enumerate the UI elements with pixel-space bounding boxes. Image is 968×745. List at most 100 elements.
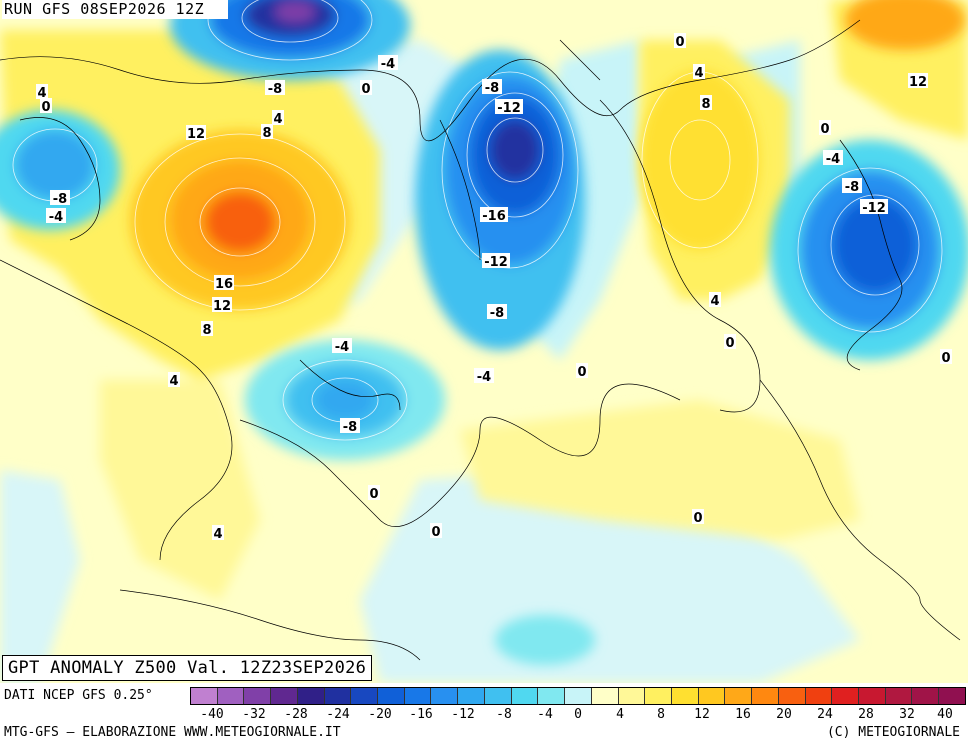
legend-swatch <box>912 688 940 704</box>
color-legend <box>190 687 966 705</box>
contour-label-bg <box>212 525 224 540</box>
legend-swatch <box>725 688 753 704</box>
contour-label: -12 <box>497 101 521 116</box>
contour-label: 4 <box>213 527 222 542</box>
contour-label: 12 <box>187 127 205 142</box>
credit: MTG-GFS — ELABORAZIONE WWW.METEOGIORNALE… <box>4 725 341 740</box>
contour-label-bg <box>340 418 360 433</box>
contour-label-bg <box>186 125 206 140</box>
contour-label-bg <box>261 124 273 139</box>
contour-label-bg <box>214 275 234 290</box>
contour-label: 0 <box>369 487 378 502</box>
contour-label-bg <box>265 80 285 95</box>
contour-label-bg <box>724 334 736 349</box>
contour-label-bg <box>692 509 704 524</box>
contour-label-bg <box>474 368 494 383</box>
contour-label: 0 <box>693 511 702 526</box>
contour-label-bg <box>908 73 928 88</box>
legend-tick-label: 32 <box>899 707 915 722</box>
legend-swatch <box>191 688 218 704</box>
contour-label-bg <box>576 363 588 378</box>
map-title: GPT ANOMALY Z500 Val. 12Z23SEP2026 <box>2 655 373 681</box>
contour-label: 0 <box>725 336 734 351</box>
legend-swatch <box>217 688 245 704</box>
contour-label-bg <box>40 98 52 113</box>
legend-swatch <box>752 688 779 704</box>
contour-label: 0 <box>675 35 684 50</box>
contour-label: 0 <box>820 122 829 137</box>
legend-swatch <box>431 688 459 704</box>
legend-swatch <box>458 688 485 704</box>
contour-label: 0 <box>41 100 50 115</box>
contour-label-bg <box>823 150 843 165</box>
legend-swatch <box>671 688 699 704</box>
contour-label-bg <box>50 190 70 205</box>
legend-swatch <box>565 688 592 704</box>
contour-label-bg <box>212 297 232 312</box>
contour-label-bg <box>819 120 831 135</box>
legend-tick-label: 16 <box>735 707 751 722</box>
legend-tick-label: -40 <box>200 707 224 722</box>
contour-label-bg <box>36 84 48 99</box>
contour-label: -16 <box>482 209 506 224</box>
contour-labels: 40-8-412 84-8 0-4-8-12-16-12-8048120-4-8-1… <box>36 33 952 542</box>
contour-label: 4 <box>273 112 282 127</box>
legend-swatch <box>591 688 619 704</box>
legend-tick-label: 28 <box>858 707 874 722</box>
contour-label-bg <box>430 523 442 538</box>
data-source: DATI NCEP GFS 0.25° <box>4 688 153 703</box>
contour-label: 0 <box>577 365 586 380</box>
contour-label: -8 <box>490 306 504 321</box>
legend-swatch <box>832 688 859 704</box>
contour-label-bg <box>709 292 721 307</box>
legend-swatch <box>939 688 965 704</box>
coastlines <box>0 19 961 661</box>
legend-swatch <box>511 688 539 704</box>
contour-label: 8 <box>262 126 271 141</box>
legend-swatch <box>244 688 272 704</box>
legend-tick-label: 20 <box>776 707 792 722</box>
contour-label: 4 <box>694 66 703 81</box>
contour-label: 16 <box>215 277 233 292</box>
contour-label: 12 <box>213 299 231 314</box>
contour-label: 4 <box>710 294 719 309</box>
contour-label: -8 <box>343 420 357 435</box>
legend-swatch <box>538 688 566 704</box>
legend-tick-label: -20 <box>368 707 392 722</box>
contour-label-bg <box>495 99 523 114</box>
legend-tick-label: -12 <box>451 707 475 722</box>
legend-swatch <box>351 688 379 704</box>
legend-swatch <box>378 688 405 704</box>
contour-label-bg <box>272 110 284 125</box>
legend-swatch <box>297 688 325 704</box>
legend-swatch <box>885 688 913 704</box>
legend-swatch <box>805 688 833 704</box>
contour-label-bg <box>332 338 352 353</box>
contour-label-bg <box>674 33 686 48</box>
contour-label-bg <box>842 178 862 193</box>
contour-label-bg <box>368 485 380 500</box>
legend-swatch <box>404 688 432 704</box>
legend-swatch <box>858 688 886 704</box>
negative-zone <box>0 0 968 665</box>
legend-tick-label: -28 <box>284 707 308 722</box>
contour-label-bg <box>360 80 372 95</box>
legend-swatch <box>645 688 672 704</box>
contour-label-bg <box>700 95 712 110</box>
contour-lines <box>12 0 943 441</box>
contour-label-bg <box>482 253 510 268</box>
contour-label-bg <box>480 207 508 222</box>
legend-tick-label: -16 <box>409 707 433 722</box>
contour-label-bg <box>482 79 502 94</box>
contour-label-bg <box>168 372 180 387</box>
legend-swatch <box>271 688 298 704</box>
contour-label: 0 <box>941 351 950 366</box>
footer: DATI NCEP GFS 0.25° -40 -32 -28 -24 -20 -16 -1… <box>0 683 968 745</box>
legend-tick-label: 12 <box>694 707 710 722</box>
legend-tick-label: -32 <box>242 707 266 722</box>
legend-tick-label: 40 <box>937 707 953 722</box>
contour-label: -12 <box>862 201 886 216</box>
contour-label: 8 <box>701 97 710 112</box>
legend-tick-label: 0 <box>574 707 582 722</box>
run-label: RUN GFS 08SEP2026 12Z <box>2 0 229 19</box>
